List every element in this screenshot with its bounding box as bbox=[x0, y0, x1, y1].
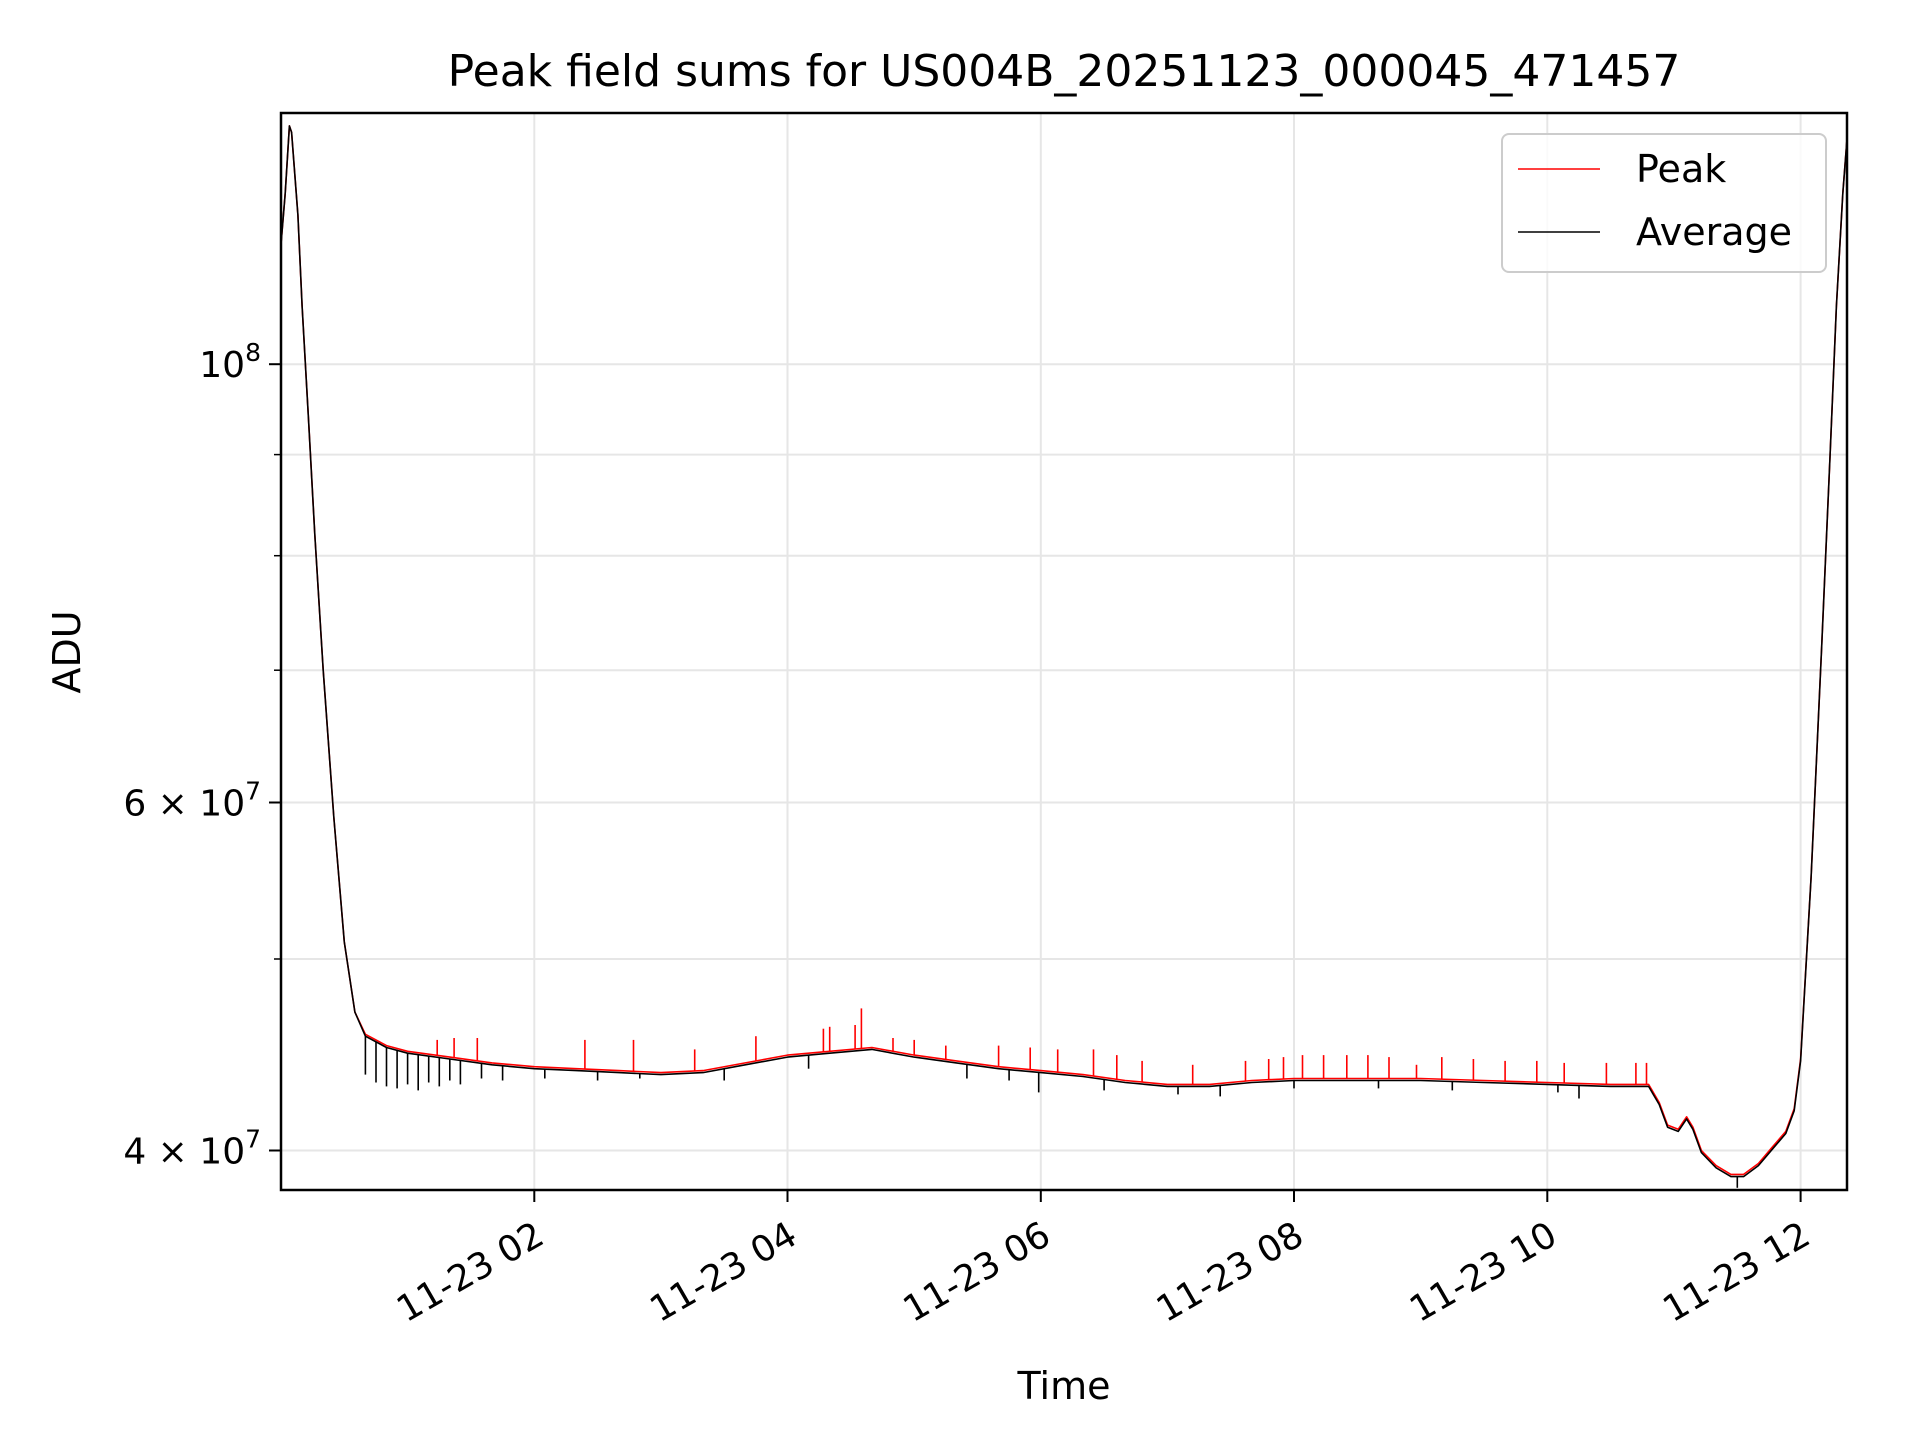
y-axis-label: ADU bbox=[45, 610, 89, 693]
chart-title: Peak field sums for US004B_20251123_0000… bbox=[448, 46, 1681, 97]
plot-frame bbox=[279, 111, 1849, 1192]
legend-label-peak: Peak bbox=[1636, 147, 1726, 191]
y-tick-label: 4 × 107 bbox=[123, 1125, 261, 1173]
y-tick-label: 6 × 107 bbox=[123, 777, 261, 825]
plot-lines bbox=[280, 125, 1848, 1188]
series-average bbox=[280, 125, 1848, 1188]
grid bbox=[281, 113, 1847, 1190]
x-axis-label: Time bbox=[1017, 1364, 1111, 1408]
legend: Peak Average bbox=[1501, 133, 1827, 273]
legend-label-average: Average bbox=[1636, 210, 1792, 254]
